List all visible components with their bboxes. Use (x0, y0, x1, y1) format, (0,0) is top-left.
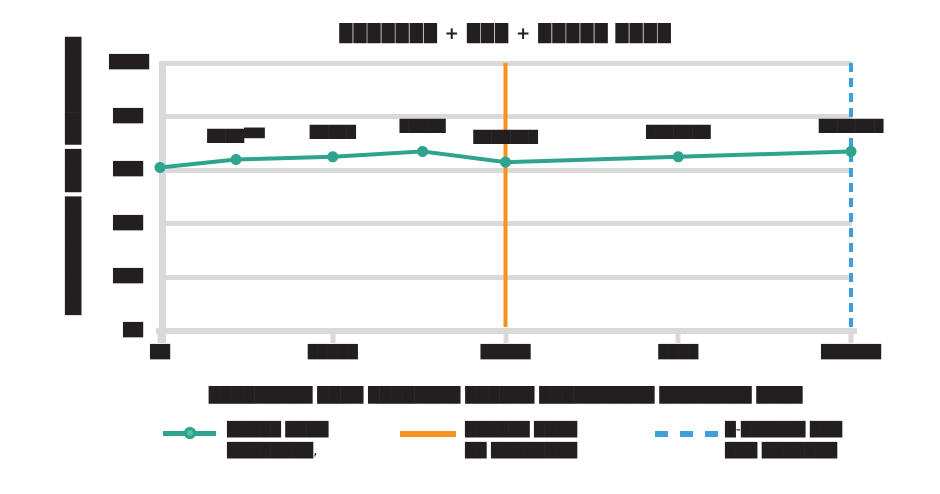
legend-item-3-text: █-██████ ███ ███ ███████ (725, 420, 842, 462)
x-tick-label: █████ (480, 345, 531, 360)
data-point-label: ███████ (473, 130, 538, 145)
data-point-marker (500, 156, 511, 168)
legend-item-1-line2: ████████, (227, 443, 318, 459)
data-point-marker (417, 145, 429, 157)
x-axis-label: █████████ ████ ████████ ██████ █████████… (208, 386, 803, 404)
data-point-label: ███████ (818, 119, 884, 134)
legend-item-1-text: █████ ████ ████████, (227, 420, 328, 462)
legend-item-2-text: ██████ ████ ██ ████████ (465, 420, 577, 462)
data-point-label: █████ (309, 124, 356, 139)
x-tick-mark (848, 334, 854, 343)
x-tick-label: ██ (150, 345, 170, 360)
legend-item-2-line1: ██████ ████ (465, 422, 578, 438)
x-tick-mark (330, 334, 336, 343)
y-axis-line (159, 63, 166, 343)
legend-swatch-teal-line (163, 427, 216, 439)
data-point-marker (230, 153, 242, 165)
x-tick-label: █████ (307, 345, 358, 360)
legend-item-3-line1: █-██████ ███ (725, 422, 843, 438)
x-axis-line (156, 328, 857, 334)
circle-marker-icon (184, 427, 196, 439)
legend-swatch-blue-dashed-line (655, 431, 718, 437)
y-tick-label: ███ (113, 108, 143, 124)
data-point-marker (327, 151, 339, 163)
data-point-marker (672, 151, 684, 163)
data-point-marker (154, 162, 166, 174)
legend-item-2-line2: ██ ████████ (465, 443, 578, 459)
x-tick-mark (675, 334, 681, 343)
x-tick-mark (157, 334, 163, 343)
legend-item-1-line1: █████ ████ (227, 422, 329, 438)
data-point-label: ███████ (207, 129, 265, 144)
legend-item-3-line2: ███ ███████ (725, 443, 838, 459)
chart-title: ███████ + ███ + █████ ████ (339, 24, 672, 44)
data-point-marker (845, 145, 857, 157)
y-tick-label: ██ (123, 323, 143, 338)
x-tick-mark (503, 334, 508, 343)
data-point-label: ███████ (645, 124, 711, 139)
x-tick-label: ████ (658, 345, 699, 360)
legend-swatch-orange-line (400, 431, 456, 437)
y-tick-label: ███ (113, 162, 143, 178)
x-tick-label: ██████ (821, 345, 881, 360)
y-tick-label: ███ (113, 269, 143, 285)
data-point-label: █████ (399, 119, 446, 134)
y-tick-label: ████ (109, 55, 149, 70)
y-tick-label: ███ (113, 215, 143, 231)
